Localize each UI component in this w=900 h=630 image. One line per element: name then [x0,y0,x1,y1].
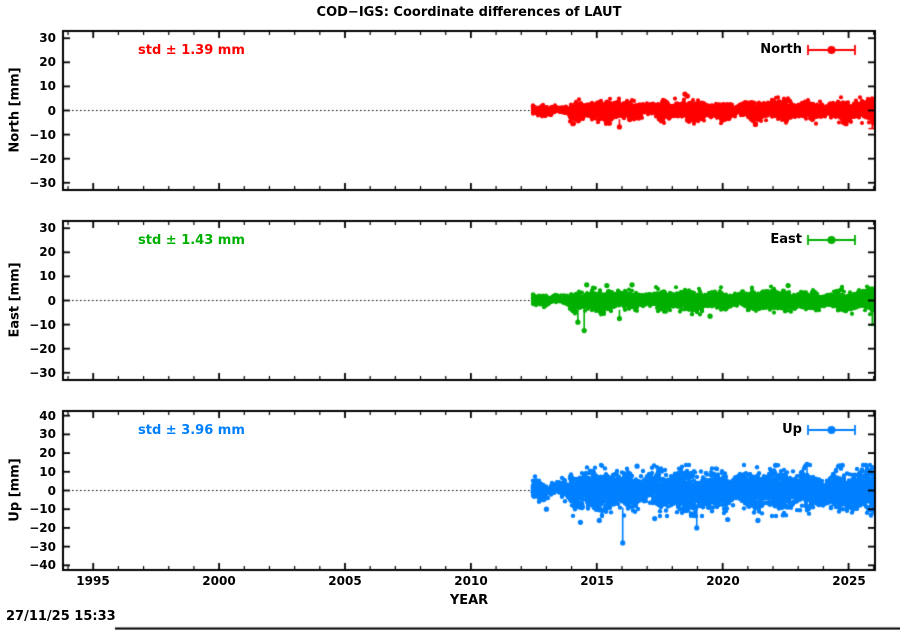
up-y-tick-label-40: 40 [39,409,56,423]
x-tick-label-2005: 2005 [328,574,362,588]
north-y-tick-label-20: 20 [39,55,56,69]
north-y-tick-label-30: 30 [39,31,56,45]
north-y-tick-label--10: −10 [29,128,56,142]
east-y-tick-label-20: 20 [39,245,56,259]
x-tick-label-2025: 2025 [832,574,866,588]
x-tick-label-2000: 2000 [202,574,236,588]
east-y-tick-label-0: 0 [47,294,56,308]
chart-title: COD−IGS: Coordinate differences of LAUT [316,5,622,20]
up-y-tick-label--20: −20 [29,521,56,535]
x-tick-label-1995: 1995 [76,574,110,588]
up-y-tick-label-0: 0 [47,484,56,498]
north-legend-label: North [760,42,802,57]
x-tick-label-2015: 2015 [580,574,614,588]
east-y-tick-label-10: 10 [39,269,56,283]
up-y-tick-label-10: 10 [39,465,56,479]
up-y-tick-label--30: −30 [29,540,56,554]
x-tick-label-2010: 2010 [454,574,488,588]
north-y-tick-label--20: −20 [29,152,56,166]
timestamp: 27/11/25 15:33 [6,609,116,624]
up-y-tick-label-20: 20 [39,446,56,460]
east-std-label: std ± 1.43 mm [138,233,245,248]
east-y-tick-label--10: −10 [29,318,56,332]
up-legend-label: Up [782,422,802,437]
east-y-tick-label--20: −20 [29,342,56,356]
east-legend-label: East [770,232,802,247]
east-y-tick-label--30: −30 [29,366,56,380]
north-std-label: std ± 1.39 mm [138,43,245,58]
up-y-tick-label-30: 30 [39,427,56,441]
up-y-tick-label--40: −40 [29,558,56,572]
north-y-tick-label-10: 10 [39,79,56,93]
north-y-tick-label-0: 0 [47,104,56,118]
x-tick-label-2020: 2020 [706,574,740,588]
x-axis-title: YEAR [449,593,489,608]
up-std-label: std ± 3.96 mm [138,423,245,438]
east-y-tick-label-30: 30 [39,221,56,235]
up-y-tick-label--10: −10 [29,502,56,516]
north-y-tick-label--30: −30 [29,176,56,190]
